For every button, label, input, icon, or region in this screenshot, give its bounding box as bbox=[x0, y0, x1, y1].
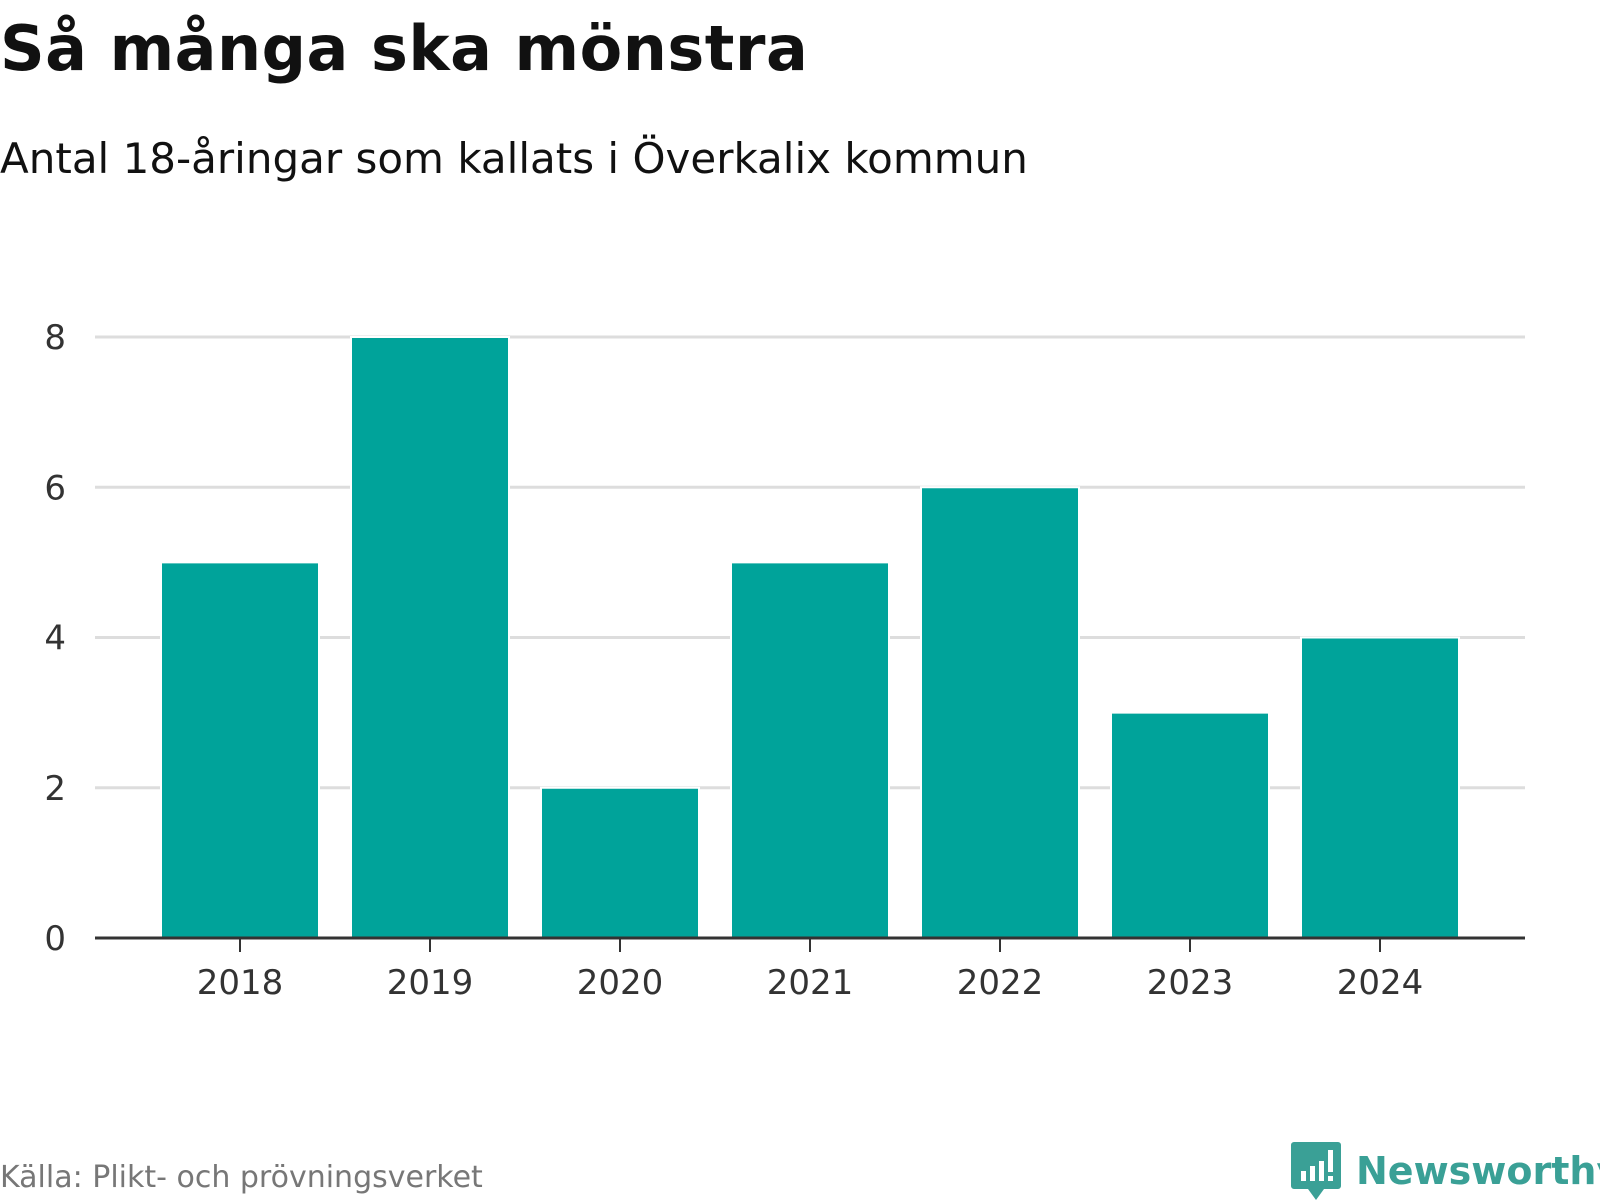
x-tick-labels: 2018 2019 2020 2021 2022 2023 2024 bbox=[197, 963, 1424, 1003]
bar-2021 bbox=[730, 561, 890, 939]
bar-2023 bbox=[1110, 711, 1270, 939]
x-tick-label-2024: 2024 bbox=[1337, 963, 1424, 1003]
x-tick-label-2020: 2020 bbox=[577, 963, 664, 1003]
x-tick-label-2018: 2018 bbox=[197, 963, 284, 1003]
bars bbox=[160, 336, 1460, 939]
bar-chart: 0 2 4 6 8 2018 2019 2020 2021 2022 2023 2024 bbox=[44, 318, 1525, 1003]
x-tick-label-2021: 2021 bbox=[767, 963, 854, 1003]
bar-2024 bbox=[1300, 636, 1460, 939]
y-tick-label-6: 6 bbox=[44, 468, 66, 508]
y-tick-label-8: 8 bbox=[44, 318, 66, 358]
bar-2018 bbox=[160, 561, 320, 939]
y-tick-label-2: 2 bbox=[44, 769, 66, 809]
brand-name: Newsworthy bbox=[1356, 1149, 1600, 1193]
bar-2019 bbox=[350, 336, 510, 939]
newsworthy-logo-icon bbox=[1291, 1142, 1341, 1200]
chart-subtitle: Antal 18-åringar som kallats i Överkalix… bbox=[0, 134, 1028, 183]
chart-title: Så många ska mönstra bbox=[0, 12, 809, 85]
bar-2022 bbox=[920, 486, 1080, 939]
x-axis bbox=[95, 936, 1525, 952]
brand-logo: Newsworthy bbox=[1290, 1140, 1600, 1202]
y-tick-label-0: 0 bbox=[44, 919, 66, 959]
bar-2020 bbox=[540, 786, 700, 939]
source-note: Källa: Plikt- och prövningsverket bbox=[0, 1160, 483, 1195]
y-tick-labels: 0 2 4 6 8 bbox=[44, 318, 66, 959]
x-tick-label-2022: 2022 bbox=[957, 963, 1044, 1003]
y-tick-label-4: 4 bbox=[44, 619, 66, 659]
x-tick-label-2023: 2023 bbox=[1147, 963, 1234, 1003]
x-tick-label-2019: 2019 bbox=[387, 963, 474, 1003]
